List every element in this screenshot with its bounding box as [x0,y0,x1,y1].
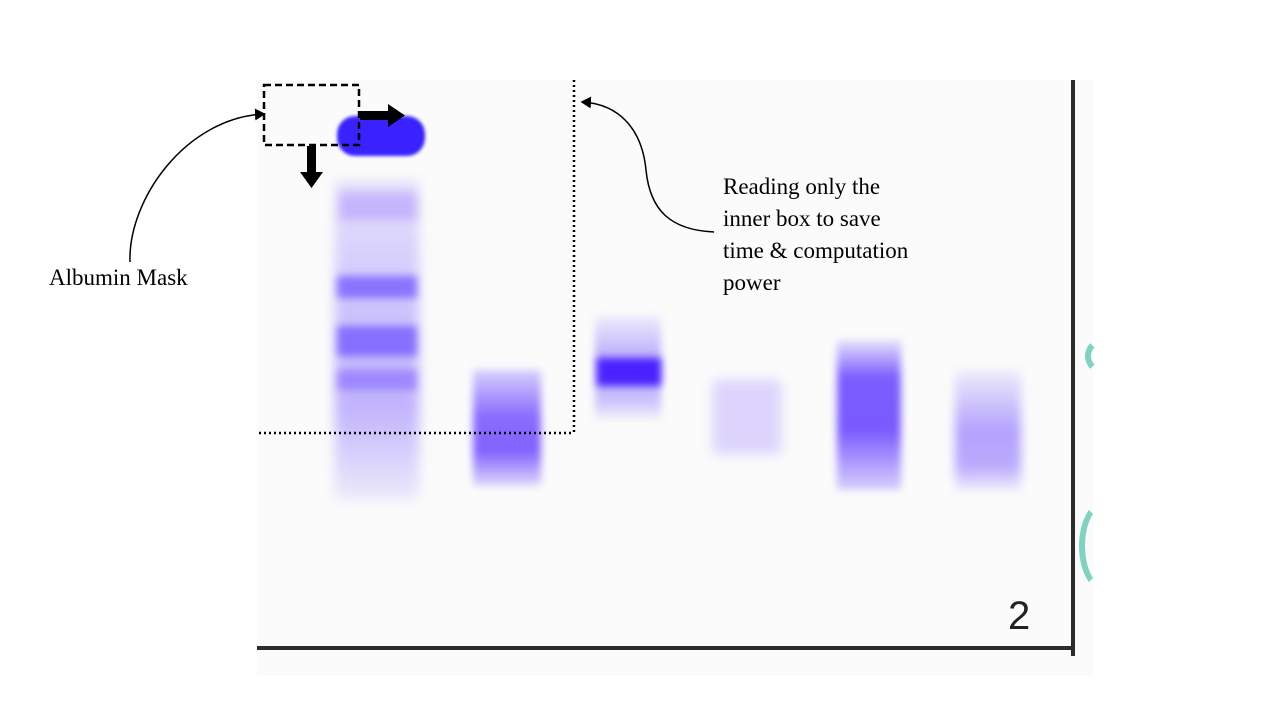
arrow-right-icon [360,104,405,127]
lane-1-band-3 [337,276,417,298]
gel-frame-bottom [257,646,1075,650]
lane-1-band-5 [337,370,417,390]
lane-4-band [713,380,781,454]
inner-box-note: Reading only the inner box to save time … [723,171,908,299]
arrow-down-icon [300,146,323,188]
lane-1-band-4 [337,326,417,356]
lane-1-band-2 [339,192,417,220]
edge-marker-top [1085,338,1121,374]
lane-6-band [955,370,1021,490]
gel-image [257,80,1093,676]
inner-box-note-line-1: Reading only the [723,174,881,199]
inner-box-note-line-2: inner box to save [723,206,881,231]
inner-box-note-line-3: time & computation [723,238,909,263]
lane-5-band [837,340,901,490]
lane-2-band [473,370,541,486]
albumin-mask-label: Albumin Mask [49,265,188,290]
gel-frame-right [1071,80,1075,656]
edge-marker-bottom [1079,500,1131,592]
inner-box-note-line-4: power [723,270,781,295]
inner-box-callout [580,96,715,233]
inner-reading-box [259,80,576,435]
albumin-mask-callout [129,108,266,263]
lane-3-band [597,358,661,386]
gel-number: 2 [1008,594,1031,638]
albumin-mask-box [262,83,361,147]
lane-1-albumin-band [337,116,425,156]
